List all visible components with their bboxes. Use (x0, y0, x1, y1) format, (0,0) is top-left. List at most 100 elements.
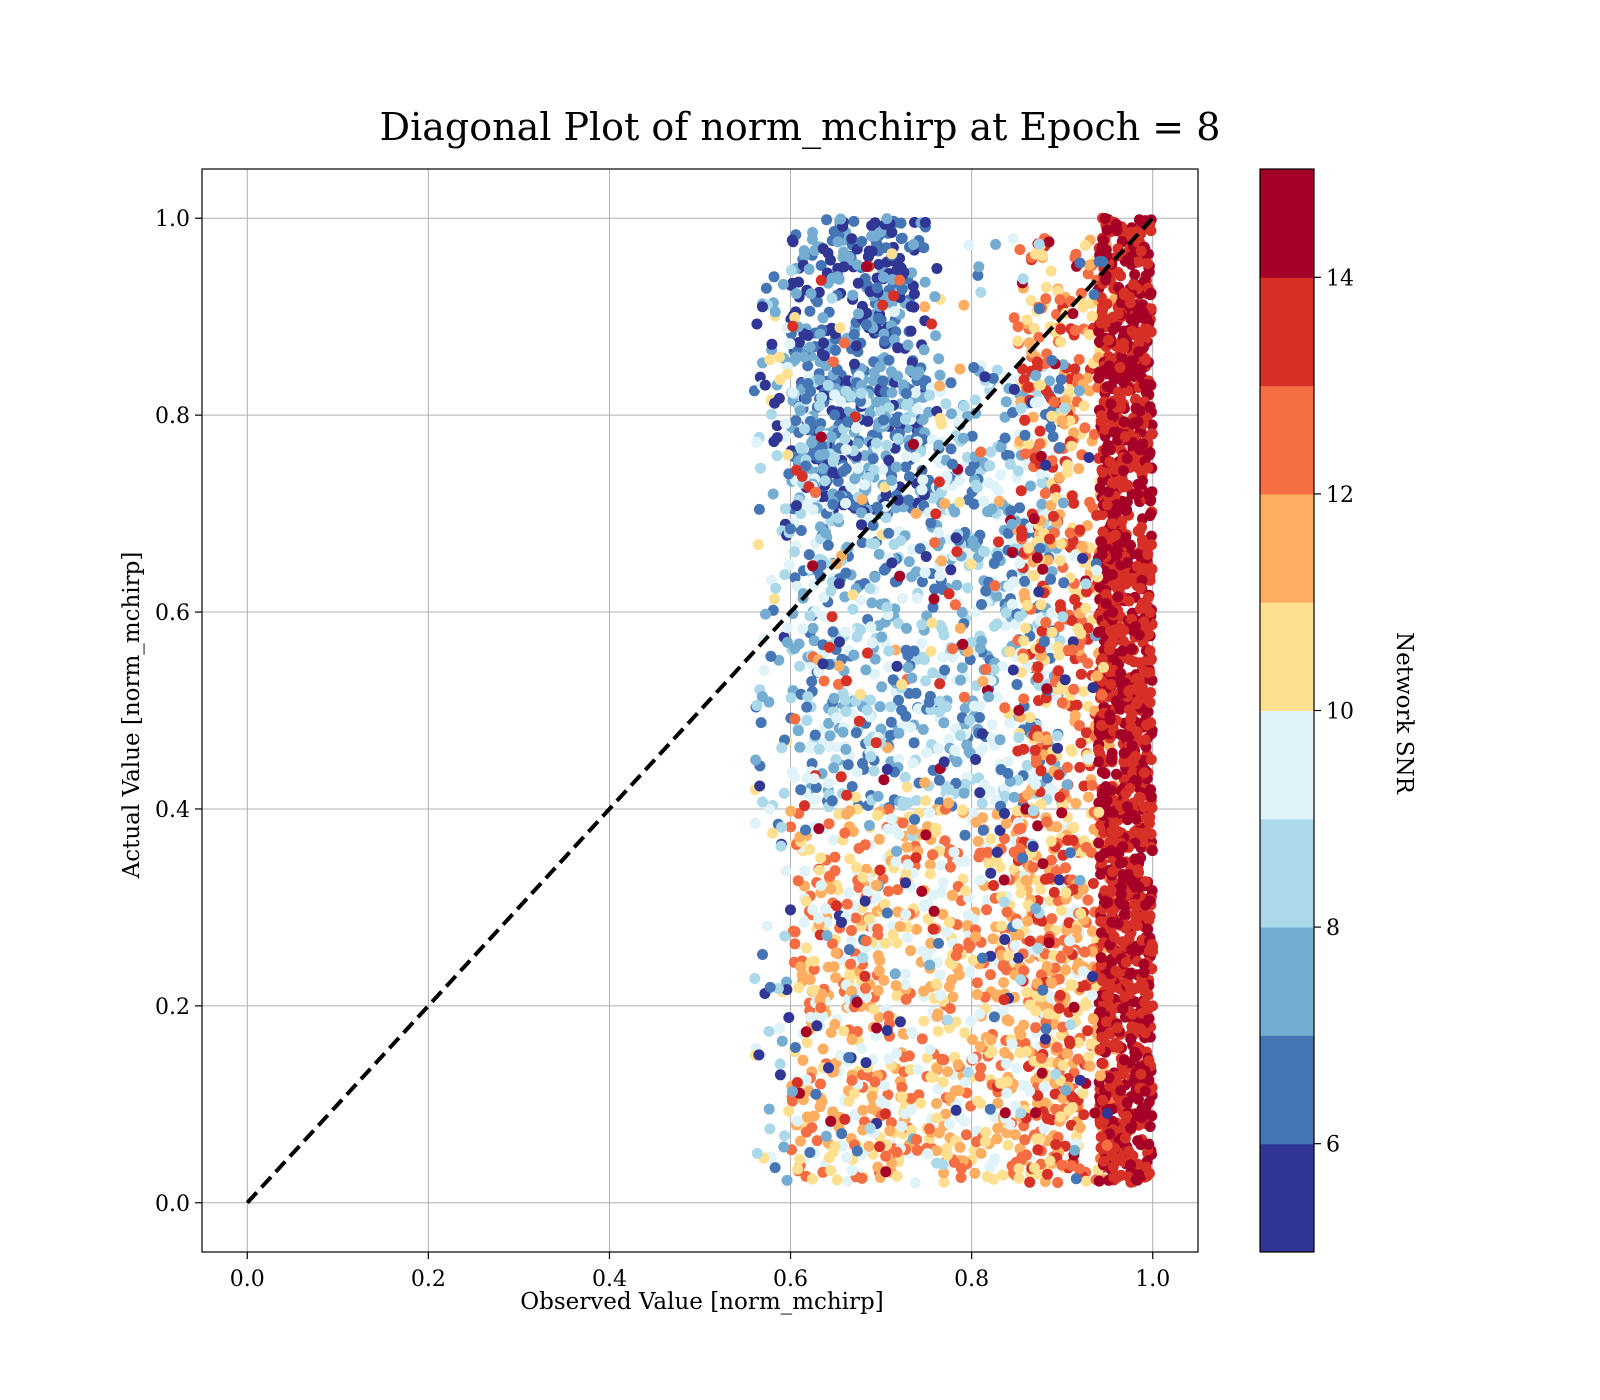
scatter-point (813, 823, 825, 835)
scatter-point (783, 1012, 795, 1023)
scatter-point (1018, 693, 1030, 705)
scatter-point (986, 719, 998, 731)
scatter-point (1103, 334, 1114, 346)
scatter-point (916, 484, 928, 496)
scatter-point (918, 344, 930, 356)
scatter-point (776, 742, 788, 754)
scatter-point (972, 835, 984, 847)
scatter-point (1013, 1172, 1025, 1184)
scatter-point (958, 400, 970, 412)
scatter-point (1141, 323, 1153, 335)
scatter-point (871, 1022, 883, 1034)
scatter-point (1115, 1084, 1127, 1096)
scatter-point (953, 496, 965, 508)
scatter-point (1130, 402, 1142, 414)
scatter-point (989, 580, 1001, 592)
scatter-point (852, 259, 864, 271)
scatter-point (823, 818, 835, 830)
scatter-point (956, 662, 968, 674)
scatter-point (1044, 1155, 1056, 1167)
scatter-point (880, 1108, 891, 1120)
scatter-point (1111, 768, 1122, 780)
scatter-point (1145, 717, 1157, 729)
scatter-point (832, 236, 844, 248)
scatter-point (779, 569, 791, 581)
scatter-point (1117, 841, 1129, 853)
scatter-point (890, 461, 902, 473)
scatter-point (1017, 852, 1029, 864)
scatter-point (751, 318, 763, 330)
scatter-point (783, 1105, 795, 1117)
scatter-point (935, 860, 947, 871)
scatter-point (906, 672, 918, 684)
scatter-point (785, 523, 796, 535)
scatter-point (931, 1112, 943, 1124)
scatter-point (878, 564, 890, 576)
scatter-point (841, 789, 853, 801)
scatter-point (1097, 301, 1109, 313)
scatter-point (1121, 496, 1133, 508)
scatter-point (1139, 1085, 1151, 1097)
scatter-point (1044, 533, 1055, 545)
scatter-point (1104, 639, 1116, 651)
scatter-point (1118, 747, 1130, 759)
scatter-point (817, 243, 829, 255)
scatter-point (807, 1173, 818, 1185)
scatter-point (979, 1136, 991, 1148)
scatter-point (1093, 756, 1104, 768)
scatter-point (917, 945, 929, 957)
scatter-point (871, 809, 883, 821)
scatter-point (861, 261, 872, 272)
scatter-point (763, 1103, 775, 1115)
scatter-point (1007, 546, 1018, 558)
scatter-point (792, 875, 804, 887)
scatter-point (1089, 1107, 1101, 1119)
scatter-point (864, 694, 876, 706)
scatter-point (985, 969, 996, 981)
scatter-point (1021, 599, 1033, 611)
scatter-point (1142, 462, 1154, 474)
scatter-point (912, 1064, 924, 1075)
scatter-point (817, 312, 829, 324)
scatter-point (833, 578, 845, 589)
scatter-point (1101, 1139, 1113, 1151)
scatter-point (1034, 425, 1046, 437)
scatter-point (1012, 465, 1024, 477)
scatter-point (903, 494, 915, 506)
scatter-point (883, 645, 895, 657)
scatter-point (1034, 1133, 1046, 1145)
scatter-point (1008, 576, 1020, 588)
scatter-point (815, 880, 827, 892)
scatter-point (825, 585, 837, 597)
scatter-point (988, 558, 1000, 569)
scatter-point (857, 871, 869, 883)
scatter-point (792, 725, 804, 737)
scatter-point (954, 474, 966, 486)
scatter-point (1094, 851, 1106, 863)
scatter-point (857, 952, 869, 964)
scatter-point (856, 494, 868, 505)
scatter-point (771, 450, 783, 462)
scatter-point (991, 364, 1003, 376)
scatter-point (824, 870, 835, 882)
scatter-point (1019, 575, 1031, 587)
scatter-point (767, 827, 779, 839)
scatter-point (1132, 478, 1144, 490)
scatter-point (1097, 1094, 1108, 1106)
scatter-point (1065, 979, 1077, 990)
scatter-point (938, 756, 950, 768)
scatter-point (1131, 920, 1143, 931)
scatter-point (825, 254, 836, 266)
scatter-point (999, 432, 1011, 444)
scatter-point (963, 239, 975, 251)
scatter-point (923, 696, 935, 708)
scatter-point (945, 443, 957, 455)
scatter-point (1073, 385, 1085, 397)
scatter-point (1028, 1162, 1040, 1174)
scatter-point (795, 961, 807, 973)
scatter-point (1039, 488, 1051, 499)
scatter-point (801, 1126, 812, 1138)
scatter-point (1044, 872, 1056, 884)
scatter-point (965, 558, 977, 570)
scatter-point (1126, 876, 1138, 888)
